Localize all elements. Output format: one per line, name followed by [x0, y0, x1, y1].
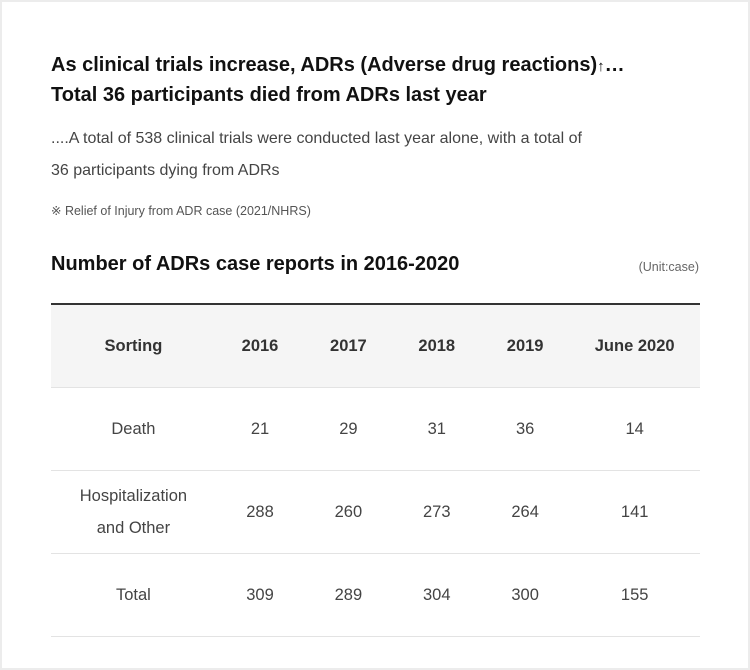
- header-cell-2017: 2017: [304, 304, 393, 388]
- row-label-line-2: and Other: [96, 519, 171, 537]
- table-cell: 260: [304, 470, 393, 554]
- row-label-line-1: Hospitalization: [79, 487, 188, 505]
- header-cell-sorting: Sorting: [51, 304, 216, 388]
- source-note: ※ Relief of Injury from ADR case (2021/N…: [51, 204, 311, 218]
- title-line-1: As clinical trials increase, ADRs (Adver…: [51, 54, 625, 76]
- description: ....A total of 538 clinical trials were …: [51, 123, 691, 187]
- table-cell: 36: [480, 387, 570, 471]
- up-arrow-icon: ↑: [597, 58, 605, 75]
- header-cell-june-2020: June 2020: [569, 304, 700, 388]
- table-cell: 309: [215, 553, 305, 637]
- table-cell: 264: [480, 470, 570, 554]
- row-label: Death: [51, 387, 216, 471]
- header-cell-2019: 2019: [480, 304, 570, 388]
- row-label: Hospitalization and Other: [51, 470, 216, 554]
- table-cell: 288: [215, 470, 305, 554]
- table-cell: 31: [392, 387, 481, 471]
- table-cell: 29: [304, 387, 393, 471]
- table-cell: 300: [480, 553, 570, 637]
- row-label: Total: [51, 553, 216, 637]
- page-title: As clinical trials increase, ADRs (Adver…: [51, 51, 711, 109]
- table-cell: 155: [569, 553, 700, 637]
- table-row-hospitalization: Hospitalization and Other 288 260 273 26…: [51, 470, 700, 554]
- unit-label: (Unit:case): [638, 260, 699, 274]
- table-cell: 21: [215, 387, 305, 471]
- header-cell-2016: 2016: [215, 304, 305, 388]
- table-cell: 14: [569, 387, 700, 471]
- table-cell: 273: [392, 470, 481, 554]
- table-title: Number of ADRs case reports in 2016-2020: [51, 253, 460, 275]
- title-line-2: Total 36 participants died from ADRs las…: [51, 84, 487, 106]
- table-cell: 304: [392, 553, 481, 637]
- table-row-death: Death 21 29 31 36 14: [51, 387, 700, 471]
- table-row-total: Total 309 289 304 300 155: [51, 553, 700, 637]
- header-cell-2018: 2018: [392, 304, 481, 388]
- adr-cases-table: Sorting 2016 2017 2018 2019 June 2020 De…: [51, 303, 700, 637]
- description-line-1: ....A total of 538 clinical trials were …: [51, 130, 582, 147]
- table-cell: 141: [569, 470, 700, 554]
- table-header-row: Sorting 2016 2017 2018 2019 June 2020: [51, 304, 700, 388]
- table-cell: 289: [304, 553, 393, 637]
- description-line-2: 36 participants dying from ADRs: [51, 162, 280, 179]
